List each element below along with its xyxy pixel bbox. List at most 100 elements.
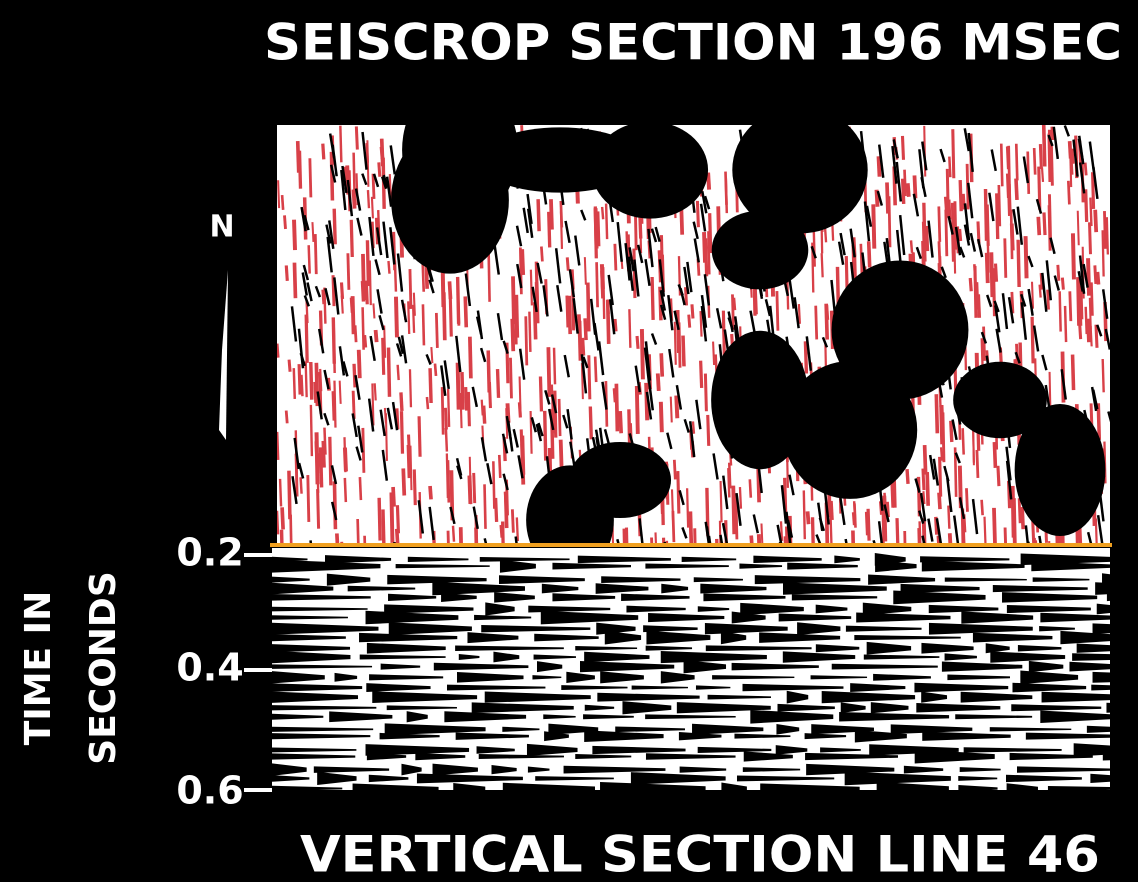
texture	[602, 264, 603, 289]
time-tick-label: 0.4	[176, 646, 243, 690]
texture	[1019, 498, 1020, 523]
texture	[300, 151, 301, 189]
texture	[465, 296, 466, 327]
texture	[541, 246, 542, 261]
texture	[1013, 486, 1014, 538]
texture	[496, 498, 497, 522]
texture	[960, 180, 961, 211]
texture	[364, 335, 365, 347]
texture	[861, 244, 862, 273]
texture	[1093, 172, 1094, 209]
texture	[646, 383, 647, 420]
texture	[1005, 238, 1006, 277]
texture	[397, 529, 398, 545]
texture	[526, 316, 527, 365]
texture	[955, 201, 956, 249]
texture	[458, 363, 459, 410]
texture	[561, 201, 562, 227]
texture	[309, 245, 310, 273]
texture	[311, 362, 312, 400]
texture	[1044, 212, 1045, 235]
texture	[470, 457, 471, 504]
texture	[805, 341, 806, 373]
texture	[423, 304, 424, 345]
texture	[799, 304, 800, 324]
texture	[474, 473, 475, 503]
texture	[448, 389, 449, 427]
texture	[559, 399, 560, 436]
texture	[1040, 144, 1041, 169]
texture	[531, 411, 532, 454]
texture	[446, 428, 447, 452]
texture	[687, 488, 688, 527]
texture	[927, 472, 928, 506]
texture	[311, 405, 312, 456]
time-tick-label: 0.2	[176, 531, 243, 575]
texture	[1070, 147, 1071, 187]
texture	[345, 478, 346, 502]
texture	[1103, 230, 1104, 276]
texture	[1086, 189, 1087, 222]
texture	[1009, 146, 1010, 195]
texture	[537, 282, 538, 323]
texture	[382, 139, 383, 167]
texture	[606, 204, 607, 240]
texture	[545, 411, 546, 461]
texture	[1089, 222, 1090, 254]
texture	[540, 377, 541, 412]
texture	[705, 374, 706, 412]
texture	[1080, 286, 1081, 326]
texture	[1090, 198, 1091, 226]
texture	[294, 263, 295, 299]
texture	[299, 364, 300, 394]
texture	[1096, 325, 1097, 348]
texture	[580, 321, 581, 361]
texture	[410, 369, 411, 407]
texture	[286, 265, 287, 280]
texture	[410, 446, 411, 490]
texture	[984, 327, 985, 361]
texture	[616, 384, 617, 432]
texture	[949, 157, 950, 178]
texture	[1098, 272, 1099, 285]
texture	[725, 172, 726, 205]
texture	[987, 253, 988, 283]
texture	[286, 411, 287, 424]
texture	[734, 298, 735, 310]
texture	[777, 291, 778, 331]
texture	[585, 257, 586, 285]
texture	[320, 369, 321, 391]
texture	[868, 509, 869, 541]
texture	[431, 347, 432, 363]
texture	[393, 487, 394, 507]
texture	[445, 408, 446, 430]
texture	[372, 197, 373, 219]
texture	[485, 484, 486, 529]
texture	[301, 375, 302, 396]
texture	[671, 397, 672, 423]
texture	[468, 392, 469, 426]
texture	[1107, 217, 1108, 254]
texture	[409, 445, 410, 478]
texture	[918, 477, 919, 516]
texture	[991, 252, 992, 297]
texture	[750, 479, 751, 497]
texture	[951, 421, 952, 442]
texture	[289, 360, 290, 372]
texture	[442, 387, 443, 435]
texture	[280, 479, 281, 507]
texture	[401, 392, 402, 411]
texture	[595, 206, 596, 258]
texture	[936, 394, 937, 433]
texture	[1034, 148, 1035, 175]
time-tick-label: 0.6	[176, 769, 243, 813]
texture	[629, 309, 630, 348]
texture	[419, 416, 420, 456]
texture	[585, 318, 586, 340]
texture	[676, 396, 677, 419]
texture	[658, 373, 659, 391]
texture	[1048, 290, 1049, 310]
texture	[905, 170, 906, 196]
texture	[1095, 210, 1096, 232]
texture	[461, 393, 462, 428]
